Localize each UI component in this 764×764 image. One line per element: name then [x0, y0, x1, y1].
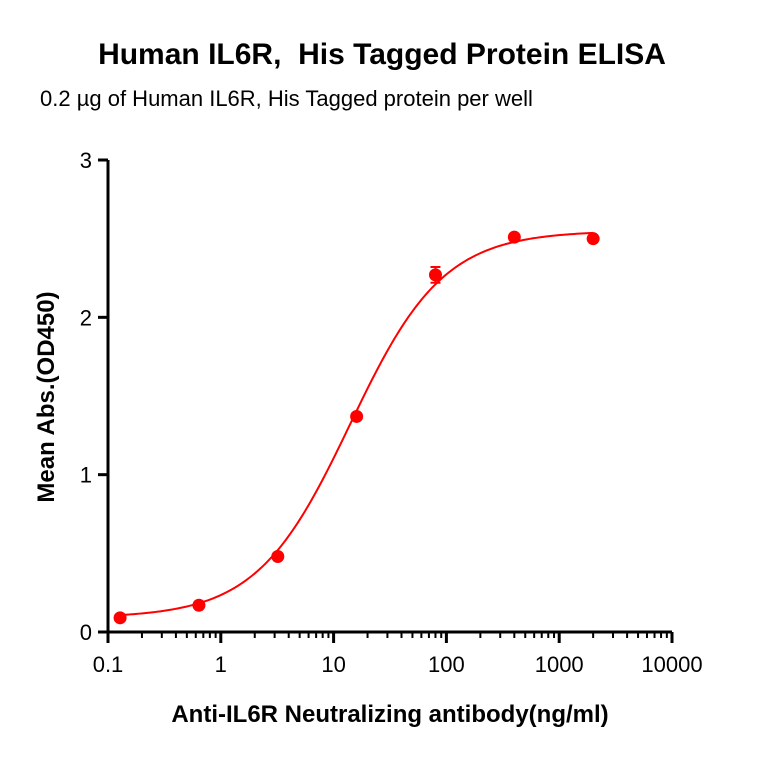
y-tick-label: 1: [80, 463, 92, 488]
data-points-layer: [113, 230, 600, 625]
axes-layer: 0 1 2 3 0.1 1 10 100 1000 10000: [80, 148, 703, 677]
data-point: [586, 232, 600, 246]
y-axis-title: Mean Abs.(OD450): [33, 291, 60, 502]
chart-subtitle: 0.2 µg of Human IL6R, His Tagged protein…: [40, 86, 533, 111]
y-tick-label: 2: [80, 305, 92, 330]
y-tick-label: 0: [80, 620, 92, 645]
fit-curve: [120, 231, 594, 617]
x-tick-label: 100: [428, 652, 465, 677]
data-point: [350, 409, 364, 423]
x-tick-label: 1000: [535, 652, 584, 677]
data-point: [428, 268, 442, 282]
chart-title: Human IL6R, His Tagged Protein ELISA: [98, 38, 666, 71]
data-point: [192, 598, 206, 612]
fit-curve-layer: [120, 231, 594, 617]
x-tick-label: 10000: [641, 652, 702, 677]
data-point: [113, 611, 127, 625]
data-point: [271, 549, 285, 563]
x-tick-label: 0.1: [93, 652, 124, 677]
y-tick-label: 3: [80, 148, 92, 173]
x-axis-title: Anti-IL6R Neutralizing antibody(ng/ml): [171, 701, 608, 728]
data-point: [507, 230, 521, 244]
x-tick-label: 10: [321, 652, 345, 677]
x-tick-label: 1: [215, 652, 227, 677]
